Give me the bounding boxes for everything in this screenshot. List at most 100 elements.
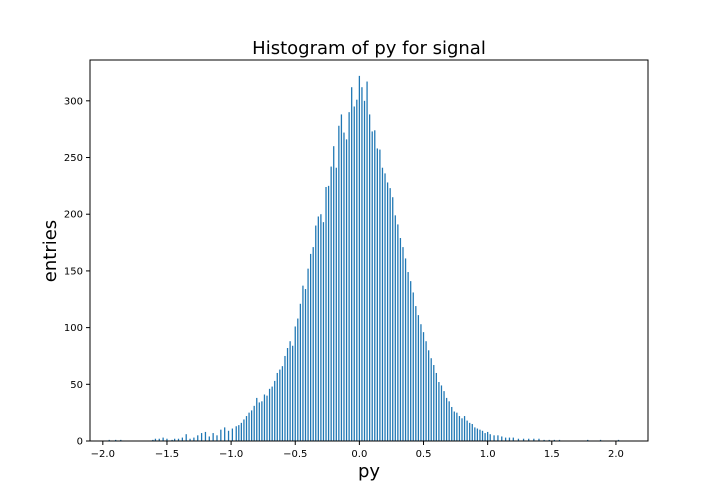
histogram-bar <box>415 306 417 441</box>
histogram-bar <box>558 439 561 441</box>
histogram-bar <box>193 437 195 441</box>
x-tick-label: −1.0 <box>219 449 243 460</box>
histogram-bar <box>369 114 371 442</box>
histogram-bar <box>185 434 187 441</box>
histogram-bar <box>469 422 471 441</box>
histogram-bar <box>248 412 250 441</box>
histogram-bar <box>358 75 361 442</box>
histogram-bar <box>276 372 278 441</box>
histogram-bar <box>200 433 203 441</box>
histogram-bar <box>292 345 294 441</box>
histogram-bar <box>474 427 476 441</box>
histogram-bar <box>274 380 276 441</box>
histogram-bar <box>294 326 296 441</box>
histogram-bar <box>481 430 484 441</box>
y-tick-label: 200 <box>64 210 83 221</box>
y-axis: 0 50 100 150 200 250 300 <box>64 96 90 448</box>
histogram-bar <box>115 439 117 441</box>
histogram-bar <box>320 214 322 441</box>
histogram-bar <box>268 388 271 441</box>
histogram-bar <box>343 132 345 441</box>
histogram-bar <box>538 438 540 441</box>
histogram-bar <box>533 438 535 441</box>
histogram-bar <box>422 332 425 441</box>
y-tick-label: 300 <box>64 96 83 107</box>
histogram-bar <box>253 405 255 441</box>
histogram-bar <box>410 281 412 441</box>
histogram-bar <box>289 341 291 441</box>
histogram-bar <box>501 436 503 441</box>
x-tick-label: 1.5 <box>544 449 560 460</box>
histogram-bar <box>204 431 207 441</box>
histogram-bar <box>353 106 355 442</box>
histogram-bar <box>181 437 183 441</box>
histogram-bar <box>548 439 550 441</box>
histogram-bar <box>322 222 325 441</box>
histogram-bar <box>335 167 337 441</box>
histogram-bar <box>361 87 363 442</box>
histogram-bar <box>504 437 507 441</box>
histogram-bar <box>250 410 253 441</box>
histogram-bar <box>420 324 422 441</box>
histogram-bar <box>461 418 463 441</box>
histogram-bar <box>327 185 330 441</box>
histogram-bar <box>174 438 176 441</box>
histogram-bar <box>466 420 468 441</box>
y-tick-label: 50 <box>70 380 83 391</box>
chart-title: Histogram of py for signal <box>252 38 486 59</box>
histogram-bar <box>379 149 381 441</box>
histogram-bar <box>458 416 461 441</box>
x-tick-label: 0.5 <box>416 449 432 460</box>
histogram-bar <box>425 341 427 441</box>
histogram-bar <box>397 224 399 441</box>
x-tick-label: −0.5 <box>283 449 307 460</box>
histogram-bar <box>587 439 589 441</box>
x-axis: −2.0 −1.5 −1.0 −0.5 0.0 0.5 1.0 1.5 2.0 <box>91 441 624 460</box>
histogram-bar <box>497 435 499 441</box>
histogram-bar <box>412 292 414 441</box>
histogram-bar <box>245 416 248 441</box>
histogram-bar <box>543 439 545 441</box>
x-tick-label: 2.0 <box>608 449 624 460</box>
histogram-bar <box>325 187 327 441</box>
histogram-bar <box>356 99 358 441</box>
histogram-bar <box>512 437 514 441</box>
histogram-bar <box>345 139 348 442</box>
histogram-bar <box>407 272 409 441</box>
histogram-bar <box>435 372 437 441</box>
x-tick-label: 1.0 <box>480 449 496 460</box>
histogram-bar <box>281 366 284 441</box>
histogram-bar <box>453 411 455 441</box>
histogram-bar <box>304 289 307 441</box>
histogram-bar <box>299 303 302 441</box>
histogram-bar <box>261 401 263 441</box>
histogram-bar <box>553 439 555 441</box>
histogram-bar <box>617 439 620 441</box>
histogram-bar <box>417 315 420 441</box>
histogram-bar <box>284 355 286 441</box>
histogram-bar <box>231 428 234 441</box>
histogram-bar <box>599 439 602 441</box>
histogram-bar <box>428 350 430 441</box>
histogram-bar <box>445 397 448 441</box>
histogram-bar <box>430 358 432 441</box>
histogram-bar <box>108 439 110 441</box>
histogram-bar <box>258 402 260 441</box>
histogram-bar <box>240 422 242 441</box>
histogram-bar <box>315 225 317 441</box>
histogram-bar <box>312 247 314 441</box>
histogram-bar <box>402 247 404 441</box>
histogram-bar <box>340 114 343 442</box>
histogram-bar <box>227 430 230 441</box>
x-tick-label: −2.0 <box>91 449 115 460</box>
histogram-bar <box>366 81 368 441</box>
histogram-bar <box>177 438 180 441</box>
histogram-bar <box>384 173 386 441</box>
histogram-bar <box>266 395 268 441</box>
histogram-bar <box>216 435 218 441</box>
histogram-bar <box>381 167 384 441</box>
histogram-bar <box>443 391 445 441</box>
histogram-bar <box>440 385 443 441</box>
plot-frame <box>89 59 649 442</box>
histogram-bar <box>471 423 473 441</box>
